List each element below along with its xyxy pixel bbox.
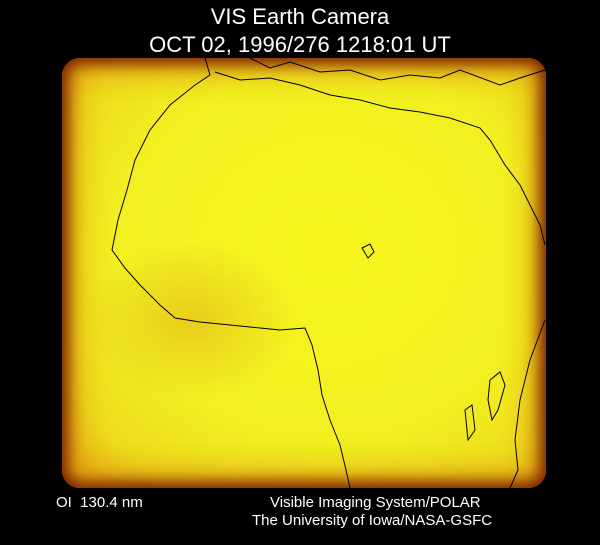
east-coast <box>509 319 546 489</box>
madagascar <box>487 371 506 422</box>
timestamp: OCT 02, 1996/276 1218:01 UT <box>149 32 451 57</box>
lake <box>361 243 375 259</box>
africa-west-coast <box>111 57 351 489</box>
filter-label: OI 130.4 nm <box>56 494 143 511</box>
title: VIS Earth Camera <box>210 4 390 29</box>
credit-label: The University of Iowa/NASA-GSFC <box>252 512 493 529</box>
mediterranean-coast <box>214 71 546 246</box>
instrument-label: Visible Imaging System/POLAR <box>270 494 481 511</box>
island <box>464 404 476 442</box>
europe-coast <box>249 57 546 86</box>
